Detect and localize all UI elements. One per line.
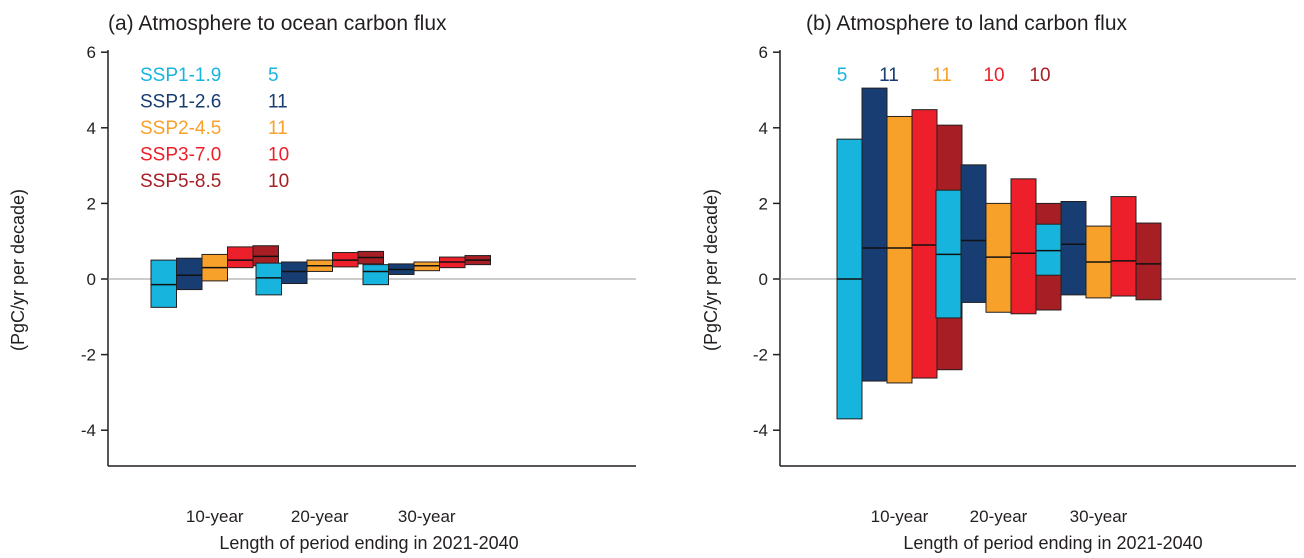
legend-count: 10 bbox=[268, 145, 289, 166]
range-bar bbox=[911, 109, 938, 379]
range-bar bbox=[985, 202, 1012, 313]
legend-count: 10 bbox=[268, 171, 289, 192]
legend-count: 11 bbox=[879, 65, 899, 86]
range-bar bbox=[1110, 196, 1137, 297]
range-bar bbox=[255, 262, 282, 296]
x-ticks: 10-year 20-year 30-year bbox=[186, 507, 456, 526]
range-bar bbox=[176, 257, 203, 291]
y-tick-label: 4 bbox=[87, 119, 96, 138]
y-axis-label: (PgC/yr per decade) bbox=[8, 189, 28, 351]
legend-count: 11 bbox=[268, 92, 288, 113]
range-bar bbox=[1135, 222, 1162, 301]
legend-label: SSP1-2.6 bbox=[140, 92, 221, 113]
y-ticks: -4 -2 0 2 4 6 bbox=[81, 43, 108, 440]
range-bar bbox=[150, 259, 177, 308]
legend-label: SSP3-7.0 bbox=[140, 145, 221, 166]
x-tick-label: 30-year bbox=[1070, 507, 1128, 526]
y-tick-label: -4 bbox=[81, 421, 96, 440]
panel-land: (b) Atmosphere to land carbon flux (PgC/… bbox=[701, 12, 1296, 553]
panel-title: (a) Atmosphere to ocean carbon flux bbox=[108, 12, 447, 35]
panel-title: (b) Atmosphere to land carbon flux bbox=[806, 12, 1128, 35]
x-tick-label: 30-year bbox=[398, 507, 456, 526]
x-axis-label: Length of period ending in 2021-2040 bbox=[903, 533, 1202, 553]
legend-label: SSP2-4.5 bbox=[140, 118, 221, 139]
y-tick-label: -2 bbox=[81, 346, 96, 365]
y-ticks: -4 -2 0 2 4 6 bbox=[753, 43, 780, 440]
bars bbox=[150, 245, 491, 308]
bars bbox=[836, 87, 1162, 420]
x-tick-label: 10-year bbox=[186, 507, 244, 526]
y-tick-label: 6 bbox=[759, 43, 768, 62]
range-bar bbox=[1035, 223, 1062, 276]
y-tick-label: 2 bbox=[87, 194, 96, 213]
legend-count: 11 bbox=[932, 65, 952, 86]
range-bar bbox=[281, 261, 308, 285]
x-tick-label: 20-year bbox=[970, 507, 1028, 526]
legend-count: 11 bbox=[268, 118, 288, 139]
legend-label: SSP1-1.9 bbox=[140, 65, 221, 86]
panel-ocean: (a) Atmosphere to ocean carbon flux (PgC… bbox=[8, 12, 636, 553]
x-tick-label: 20-year bbox=[291, 507, 349, 526]
legend-count: 10 bbox=[1029, 65, 1050, 86]
y-tick-label: -2 bbox=[753, 346, 768, 365]
legend: SSP1-1.9 5 SSP1-2.6 11 SSP2-4.5 11 SSP3-7.0 10 S… bbox=[140, 65, 289, 192]
range-bar bbox=[227, 246, 254, 269]
y-tick-label: 6 bbox=[87, 43, 96, 62]
legend: 5 11 11 10 10 bbox=[837, 65, 1051, 86]
y-axis-label: (PgC/yr per decade) bbox=[701, 189, 721, 351]
y-tick-label: -4 bbox=[753, 421, 768, 440]
y-tick-label: 0 bbox=[87, 270, 96, 289]
y-tick-label: 4 bbox=[759, 119, 768, 138]
x-tick-label: 10-year bbox=[871, 507, 929, 526]
legend-label: SSP5-8.5 bbox=[140, 171, 221, 192]
range-bar bbox=[1010, 178, 1037, 315]
y-tick-label: 0 bbox=[759, 270, 768, 289]
range-bar bbox=[960, 164, 987, 303]
legend-count: 10 bbox=[983, 65, 1004, 86]
y-tick-label: 2 bbox=[759, 194, 768, 213]
legend-count: 5 bbox=[837, 65, 848, 86]
range-bar bbox=[362, 264, 389, 286]
x-ticks: 10-year 20-year 30-year bbox=[871, 507, 1128, 526]
x-axis-label: Length of period ending in 2021-2040 bbox=[219, 533, 518, 553]
range-bar bbox=[886, 115, 913, 384]
range-bar bbox=[861, 87, 888, 382]
legend-count: 5 bbox=[268, 65, 279, 86]
range-bar bbox=[1060, 201, 1087, 296]
